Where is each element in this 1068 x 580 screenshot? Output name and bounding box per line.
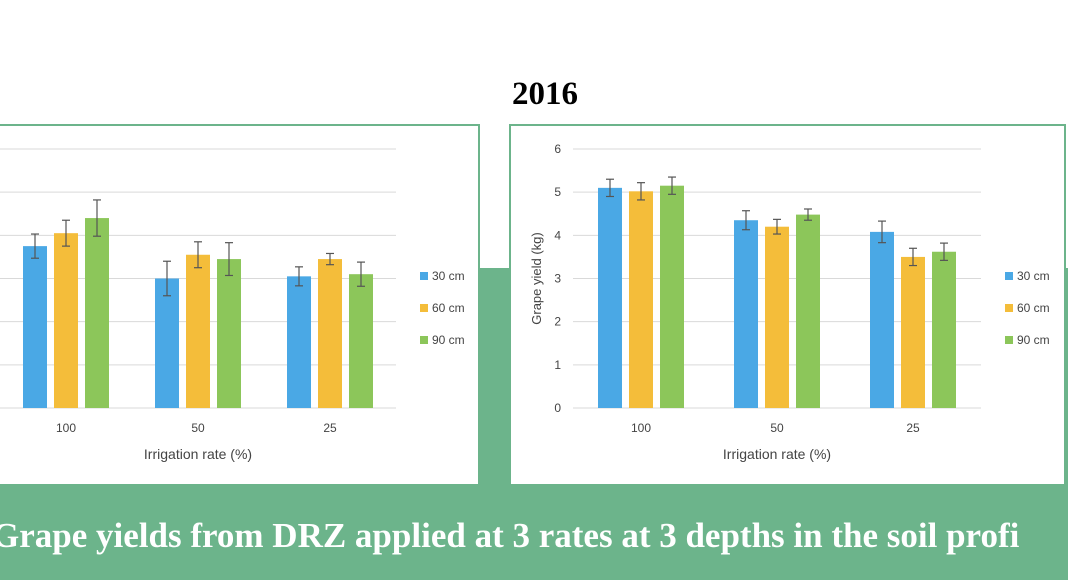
chart-panel-left: 100 50 25 Irrigation rate (%) 30 cm 60 cm 90 c…	[0, 124, 480, 486]
bar	[318, 259, 342, 408]
bar	[287, 276, 311, 408]
legend-label: 90 cm	[432, 333, 465, 347]
bar	[598, 187, 622, 408]
legend-label: 30 cm	[432, 269, 465, 283]
legend-swatch	[1005, 304, 1013, 312]
y-tick-label: 2	[554, 315, 561, 329]
y-axis-label: Grape yield (kg)	[529, 232, 544, 324]
x-tick-label: 100	[56, 421, 76, 435]
year-heading: 2016	[512, 76, 578, 112]
y-tick-label: 5	[554, 185, 561, 199]
chart-left-svg: 100 50 25 Irrigation rate (%) 30 cm 60 cm 90 c…	[0, 148, 465, 462]
bar	[765, 226, 789, 408]
x-tick-label: 100	[631, 421, 651, 435]
legend-swatch	[1005, 336, 1013, 344]
legend-swatch	[420, 336, 428, 344]
chart-right-svg: 0 1 2 3 4 5 6 Grape yield (kg) 100 50 25 Irrigation…	[529, 142, 1050, 462]
y-tick-label: 4	[554, 228, 561, 242]
legend-label: 90 cm	[1017, 333, 1050, 347]
bar	[901, 256, 925, 408]
y-tick-label: 1	[554, 358, 561, 372]
bar	[349, 274, 373, 408]
caption-text: Grape yields from DRZ applied at 3 rates…	[0, 516, 1020, 555]
bar	[85, 218, 109, 408]
legend-label: 30 cm	[1017, 269, 1050, 283]
x-axis-label: Irrigation rate (%)	[723, 446, 831, 462]
bar	[734, 220, 758, 408]
legend-swatch	[420, 272, 428, 280]
bar	[155, 278, 179, 408]
legend-swatch	[420, 304, 428, 312]
bar	[23, 246, 47, 408]
y-tick-label: 3	[554, 272, 561, 286]
bar	[796, 214, 820, 408]
x-axis-label: Irrigation rate (%)	[144, 446, 252, 462]
y-tick-label: 6	[554, 142, 561, 156]
chart-panel-right: 0 1 2 3 4 5 6 Grape yield (kg) 100 50 25 Irrigation…	[509, 124, 1066, 486]
bar	[629, 191, 653, 408]
bar	[870, 231, 894, 408]
x-tick-label: 50	[770, 421, 784, 435]
x-tick-label: 25	[323, 421, 337, 435]
x-tick-label: 50	[191, 421, 205, 435]
x-tick-label: 25	[906, 421, 920, 435]
legend-label: 60 cm	[432, 301, 465, 315]
bar	[54, 233, 78, 408]
bar	[217, 259, 241, 408]
legend-label: 60 cm	[1017, 301, 1050, 315]
bar	[932, 251, 956, 408]
bar	[186, 254, 210, 408]
legend-swatch	[1005, 272, 1013, 280]
y-tick-label: 0	[554, 401, 561, 415]
bar	[660, 185, 684, 408]
